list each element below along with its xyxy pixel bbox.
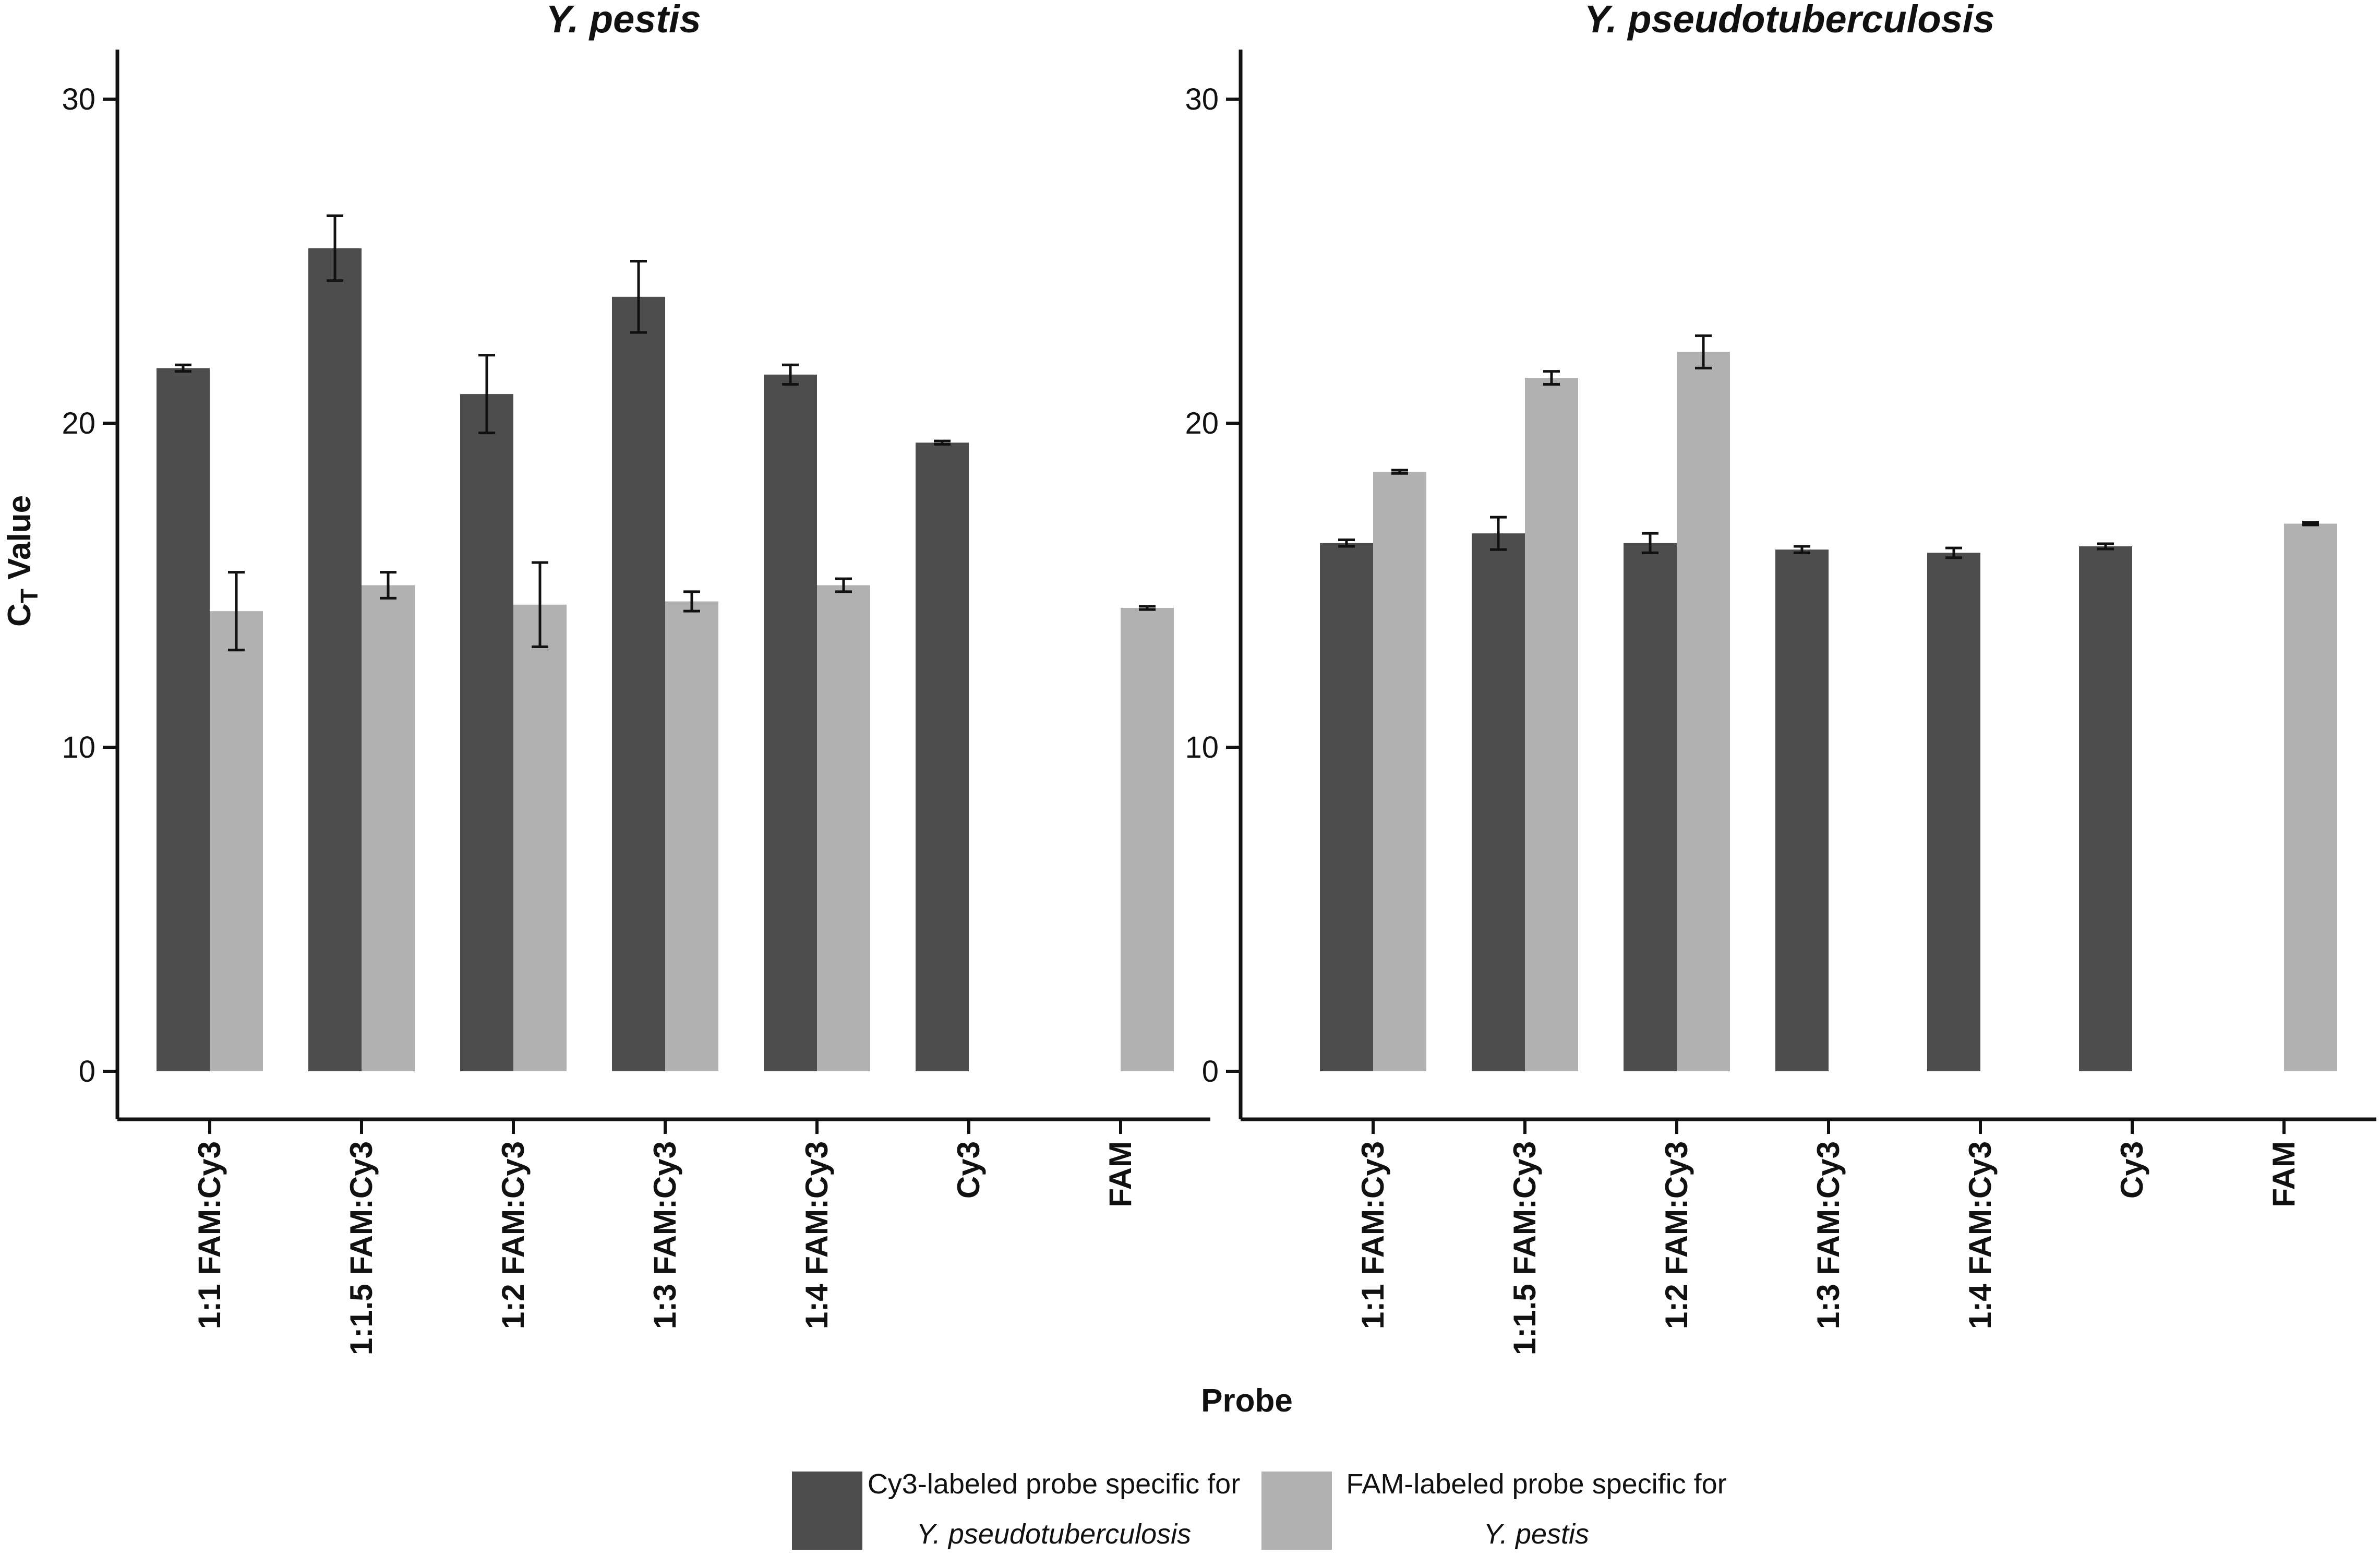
x-category-label: 1:1.5 FAM:Cy3 <box>344 1141 379 1355</box>
error-bars-y-pseudotuberculosis <box>1338 334 2319 559</box>
error-bar-fam-1 <box>380 571 396 600</box>
error-bar-fam-3 <box>683 590 700 613</box>
y-axis-title-main: C <box>2 603 38 627</box>
error-bar-fam-0 <box>228 571 245 652</box>
bar-fam-4 <box>817 585 870 1071</box>
x-category-label: 1:3 FAM:Cy3 <box>647 1141 682 1329</box>
bar-fam-6 <box>1121 607 1174 1071</box>
bar-cy3-1 <box>1472 533 1525 1071</box>
x-category-label: 1:3 FAM:Cy3 <box>1811 1141 1846 1329</box>
bar-fam-1 <box>362 585 415 1071</box>
bar-cy3-5 <box>2079 546 2132 1071</box>
error-bar-cy3-0 <box>1338 539 1355 548</box>
y-tick-label: 20 <box>62 406 95 440</box>
x-axis-title: Probe <box>1201 1383 1293 1419</box>
x-category-label: Cy3 <box>2114 1141 2149 1199</box>
y-tick-label: 0 <box>1202 1055 1219 1088</box>
bar-cy3-3 <box>1775 549 1829 1071</box>
x-category-label: FAM <box>1103 1141 1138 1207</box>
x-category-label: FAM <box>2266 1141 2301 1207</box>
error-bar-fam-6 <box>1139 605 1156 611</box>
bar-fam-0 <box>1373 472 1426 1071</box>
bar-cy3-4 <box>1927 553 1980 1071</box>
bar-fam-2 <box>1677 352 1730 1071</box>
bar-cy3-0 <box>157 368 210 1072</box>
legend-swatch-fam <box>1261 1472 1332 1550</box>
y-tick-label: 10 <box>62 731 95 764</box>
error-bar-cy3-5 <box>934 439 951 446</box>
panel-title-y-pestis: Y. pestis <box>546 0 701 41</box>
y-tick-label: 30 <box>62 82 95 116</box>
y-ticks-y-pestis: 0 10 20 30 <box>62 82 117 1088</box>
legend-cy3-line1: Cy3-labeled probe specific for <box>868 1468 1240 1500</box>
error-bar-cy3-5 <box>2097 542 2114 551</box>
error-bar-fam-4 <box>835 577 852 593</box>
bar-cy3-0 <box>1320 543 1373 1071</box>
legend-cy3-line2: Y. pseudotuberculosis <box>917 1518 1191 1550</box>
error-bar-cy3-3 <box>1794 545 1810 554</box>
y-ticks-y-pseudotuberculosis: 0 10 20 30 <box>1185 82 1241 1088</box>
error-bar-cy3-3 <box>630 260 647 334</box>
bars-y-pseudotuberculosis <box>1320 352 2337 1071</box>
error-bars-y-pestis <box>175 214 1156 652</box>
error-bar-cy3-2 <box>478 354 495 435</box>
bar-cy3-2 <box>460 394 513 1071</box>
x-category-label: 1:4 FAM:Cy3 <box>1963 1141 1998 1329</box>
error-bar-cy3-4 <box>1945 546 1962 559</box>
legend-fam-line1: FAM-labeled probe specific for <box>1346 1468 1726 1500</box>
error-bar-cy3-0 <box>175 363 191 373</box>
x-category-label: 1:4 FAM:Cy3 <box>799 1141 834 1329</box>
panel-y-pseudotuberculosis: Y. pseudotuberculosis 0 10 20 30 1:1 FAM:Cy… <box>1185 0 2376 1355</box>
error-bar-fam-2 <box>532 561 548 648</box>
bar-cy3-2 <box>1624 543 1677 1071</box>
y-tick-label: 20 <box>1185 406 1219 440</box>
bar-fam-6 <box>2284 523 2337 1071</box>
error-bar-fam-2 <box>1695 334 1712 369</box>
legend-fam-line2: Y. pestis <box>1484 1518 1589 1550</box>
x-category-label: 1:1.5 FAM:Cy3 <box>1507 1141 1542 1355</box>
bar-fam-1 <box>1525 378 1578 1071</box>
x-category-label: Cy3 <box>951 1141 986 1199</box>
legend-swatch-cy3 <box>792 1472 862 1550</box>
bar-fam-2 <box>513 604 567 1071</box>
y-axis-title-rest: Value <box>2 495 38 589</box>
legend: Cy3-labeled probe specific for Y. pseudo… <box>792 1468 1727 1550</box>
y-tick-label: 10 <box>1185 731 1219 764</box>
bars-y-pestis <box>157 248 1174 1072</box>
x-categories-y-pseudotuberculosis: 1:1 FAM:Cy3 1:1.5 FAM:Cy3 1:2 FAM:Cy3 1:3 F… <box>1355 1119 2301 1355</box>
bar-cy3-1 <box>308 248 362 1071</box>
error-bar-cy3-4 <box>782 363 799 386</box>
error-bar-fam-1 <box>1543 370 1560 386</box>
error-bar-cy3-1 <box>1490 516 1507 551</box>
bar-fam-3 <box>665 601 718 1071</box>
error-bar-cy3-2 <box>1642 532 1658 554</box>
x-category-label: 1:1 FAM:Cy3 <box>192 1141 227 1329</box>
error-bar-fam-0 <box>1391 469 1408 475</box>
panel-title-y-pseudotuberculosis: Y. pseudotuberculosis <box>1584 0 1995 41</box>
bar-fam-0 <box>210 611 263 1071</box>
error-bar-fam-6 <box>2302 521 2319 527</box>
axes-y-pseudotuberculosis <box>1239 50 2376 1121</box>
x-category-label: 1:1 FAM:Cy3 <box>1355 1141 1390 1329</box>
y-tick-label: 30 <box>1185 82 1219 116</box>
x-category-label: 1:2 FAM:Cy3 <box>496 1141 531 1329</box>
panel-y-pestis: Y. pestis 0 10 20 30 1:1 FAM:Cy3 1:1.5 FAM:C… <box>62 0 1210 1355</box>
y-axis-title: CT Value <box>2 495 43 627</box>
x-category-label: 1:2 FAM:Cy3 <box>1659 1141 1694 1329</box>
error-bar-cy3-1 <box>327 214 343 282</box>
bar-cy3-4 <box>764 374 817 1071</box>
bar-cy3-3 <box>612 296 665 1071</box>
bar-cy3-5 <box>916 442 969 1071</box>
y-tick-label: 0 <box>79 1055 95 1088</box>
x-categories-y-pestis: 1:1 FAM:Cy3 1:1.5 FAM:Cy3 1:2 FAM:Cy3 1:3 F… <box>192 1119 1138 1355</box>
y-axis-title-sub: T <box>16 589 43 603</box>
